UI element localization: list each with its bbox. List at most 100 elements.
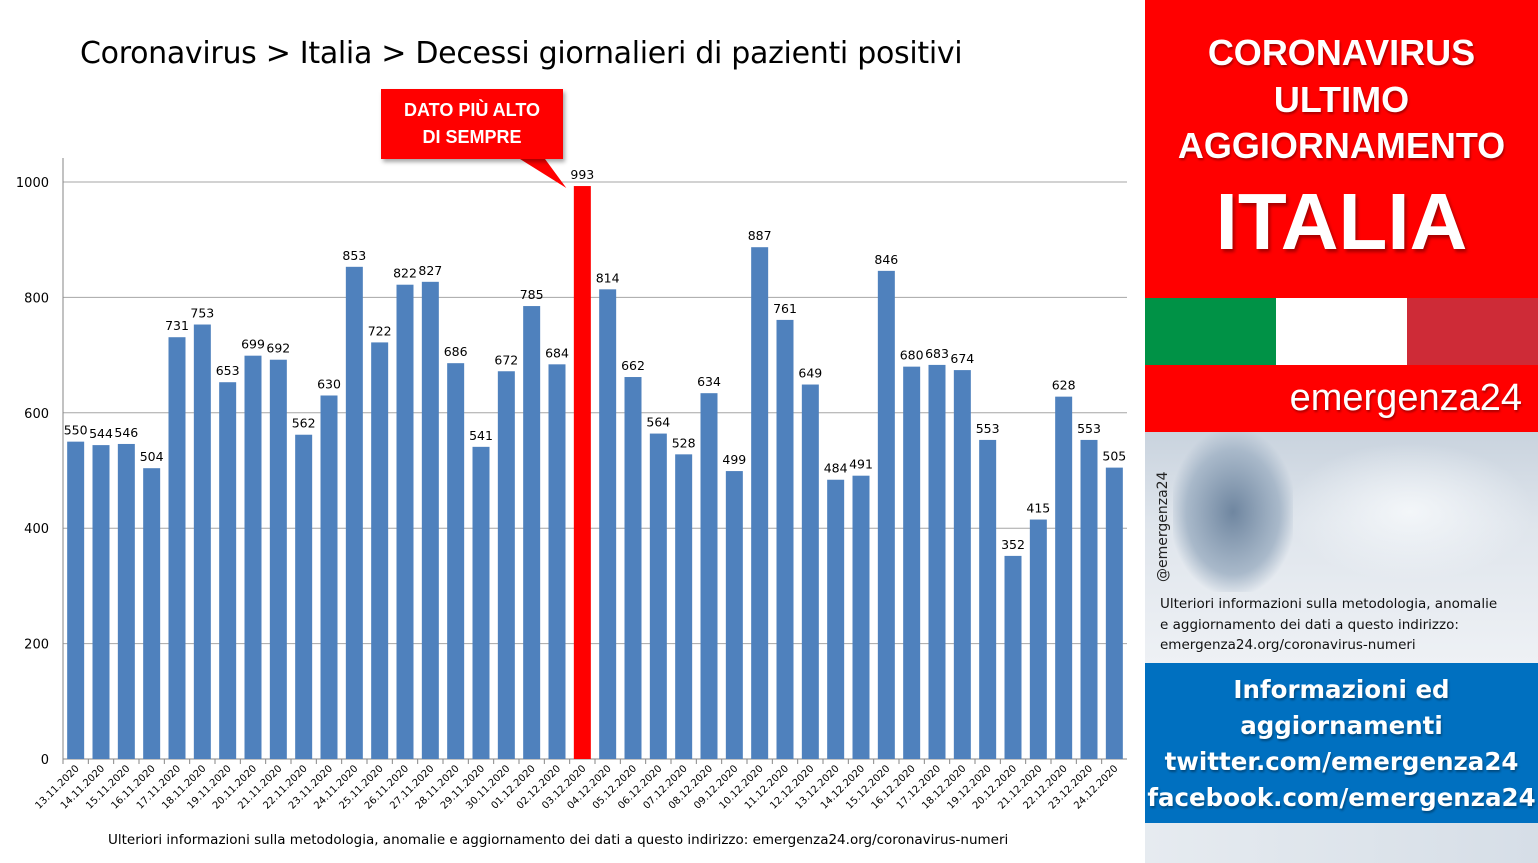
data-label: 692	[266, 341, 290, 356]
bar	[675, 454, 693, 759]
bar	[269, 359, 287, 759]
bar	[92, 445, 110, 759]
flag-green-stripe	[1145, 298, 1276, 365]
bar	[143, 468, 161, 759]
headline-line-1: CORONAVIRUS	[1207, 32, 1476, 73]
data-label: 672	[494, 352, 518, 367]
y-tick-label: 0	[41, 753, 49, 768]
bar	[928, 364, 946, 759]
bottom-photo-strip	[1145, 823, 1538, 863]
data-label: 505	[1102, 449, 1126, 464]
data-label: 853	[342, 248, 366, 263]
headline-line-3: AGGIORNAMENTO	[1177, 125, 1506, 166]
data-label: 887	[748, 228, 772, 243]
record-callout: DATO PIÙ ALTO DI SEMPRE	[381, 89, 563, 159]
data-label: 504	[140, 449, 164, 464]
bar	[877, 270, 895, 759]
data-label: 846	[874, 252, 898, 267]
callout-pointer	[520, 159, 567, 188]
data-label: 528	[672, 435, 696, 450]
data-label: 822	[393, 266, 417, 281]
data-label: 993	[570, 167, 594, 182]
bar	[548, 364, 566, 759]
data-label: 352	[1001, 537, 1025, 552]
data-label: 753	[190, 306, 214, 321]
bar	[1105, 467, 1123, 759]
data-label: 662	[621, 358, 645, 373]
data-label: 628	[1052, 378, 1076, 393]
data-label: 731	[165, 318, 189, 333]
bar	[117, 443, 135, 759]
bar	[421, 281, 439, 759]
headline-country: ITALIA	[1215, 177, 1468, 266]
social-links-box: Informazioni ed aggiornamenti twitter.co…	[1145, 663, 1538, 823]
data-label: 699	[241, 337, 265, 352]
y-tick-label: 200	[24, 638, 49, 653]
data-label: 541	[469, 428, 493, 443]
data-label: 484	[824, 461, 848, 476]
brand-bar: emergenza24	[1145, 365, 1538, 432]
data-label: 785	[520, 287, 544, 302]
bar	[624, 377, 642, 759]
data-label: 562	[292, 416, 316, 431]
data-label: 491	[849, 457, 873, 472]
data-label: 564	[646, 415, 670, 430]
background-photo: @emergenza24 Ulteriori informazioni sull…	[1145, 432, 1538, 663]
bar	[472, 446, 490, 759]
data-label: 550	[64, 423, 88, 438]
bar	[1055, 396, 1073, 759]
info-line-1: Ulteriori informazioni sulla metodologia…	[1160, 596, 1498, 612]
data-label: 674	[950, 351, 974, 366]
bar	[345, 266, 363, 759]
data-label: 686	[444, 344, 468, 359]
bar	[523, 306, 541, 759]
flag-red-stripe	[1407, 298, 1538, 365]
y-tick-label: 600	[24, 407, 49, 422]
bar	[244, 355, 262, 759]
bar	[979, 439, 997, 759]
y-tick-label: 800	[24, 291, 49, 306]
bar	[497, 371, 515, 759]
data-label: 683	[925, 346, 949, 361]
bar	[776, 319, 794, 759]
bar	[827, 479, 845, 759]
bar-chart: 0200400600800100055013.11.202054414.11.2…	[16, 158, 1127, 812]
bar	[599, 289, 617, 759]
data-label: 415	[1026, 501, 1050, 516]
footnote: Ulteriori informazioni sulla metodologia…	[108, 832, 1009, 848]
bar	[801, 384, 819, 759]
bar	[396, 284, 414, 759]
social-handle: @emergenza24	[1155, 471, 1171, 583]
info-text: Ulteriori informazioni sulla metodologia…	[1160, 594, 1532, 656]
side-panel: CORONAVIRUS ULTIMO AGGIORNAMENTO ITALIA …	[1145, 0, 1538, 863]
bar	[649, 433, 667, 759]
bar	[1080, 439, 1098, 759]
brand-name: emergenza24	[1289, 377, 1522, 419]
social-line-2: aggiornamenti	[1240, 711, 1443, 740]
bar	[751, 247, 769, 760]
data-label: 653	[216, 363, 240, 378]
data-label: 680	[900, 348, 924, 363]
data-label: 761	[773, 301, 797, 316]
facebook-link[interactable]: facebook.com/emergenza24	[1147, 783, 1536, 812]
data-label: 499	[722, 452, 746, 467]
bar	[1029, 519, 1047, 759]
bar	[193, 324, 211, 759]
photo-shade	[1173, 432, 1293, 592]
bar	[903, 366, 921, 759]
data-label: 544	[89, 426, 113, 441]
y-tick-label: 1000	[16, 176, 49, 191]
bar	[371, 342, 389, 759]
data-label: 649	[798, 366, 822, 381]
bar	[573, 186, 591, 759]
bar	[700, 393, 718, 759]
data-label: 684	[545, 345, 569, 360]
data-label: 827	[418, 263, 442, 278]
bar	[953, 370, 971, 759]
callout-line-1: DATO PIÙ ALTO	[403, 100, 540, 120]
social-line-1: Informazioni ed	[1233, 675, 1450, 704]
bar	[852, 475, 870, 759]
data-label: 814	[596, 270, 620, 285]
twitter-link[interactable]: twitter.com/emergenza24	[1164, 747, 1519, 776]
